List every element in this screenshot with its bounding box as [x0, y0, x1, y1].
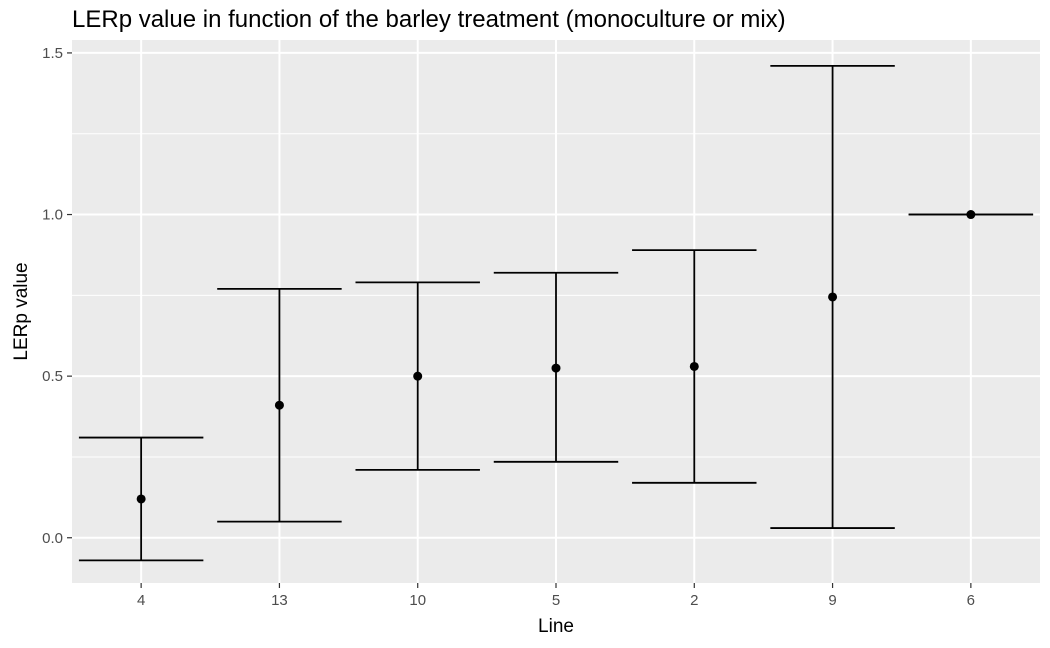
x-axis-title: Line — [538, 616, 574, 637]
y-axis-title: LERp value — [11, 262, 32, 360]
error-bar-group — [355, 281, 480, 471]
data-point — [689, 361, 699, 371]
data-point — [136, 494, 146, 504]
y-tick-label: 1.5 — [42, 45, 63, 62]
error-bar-group — [217, 287, 342, 523]
data-point — [413, 371, 423, 381]
x-axis: 4 13 10 5 2 9 6 — [137, 583, 975, 609]
x-tick-label: 13 — [271, 592, 288, 609]
error-bars — [78, 64, 1034, 562]
x-tick-label: 4 — [137, 592, 145, 609]
x-tick-label: 10 — [409, 592, 426, 609]
error-bar-group — [770, 64, 895, 529]
x-tick-label: 6 — [967, 592, 975, 609]
data-point — [828, 292, 838, 302]
y-tick-label: 0.0 — [42, 530, 63, 547]
y-tick-label: 0.5 — [42, 368, 63, 385]
data-point — [274, 400, 284, 410]
data-point — [966, 210, 976, 220]
chart-title: LERp value in function of the barley tre… — [72, 6, 786, 33]
x-tick-label: 2 — [690, 592, 698, 609]
y-tick-label: 1.0 — [42, 207, 63, 224]
error-bar-group — [632, 249, 757, 484]
data-point — [551, 363, 561, 373]
y-axis: 0.0 0.5 1.0 1.5 — [42, 45, 72, 547]
error-bar-group — [78, 436, 204, 562]
x-tick-label: 5 — [552, 592, 560, 609]
x-tick-label: 9 — [828, 592, 836, 609]
error-bar-group — [908, 210, 1034, 220]
error-bar-group — [493, 271, 619, 463]
